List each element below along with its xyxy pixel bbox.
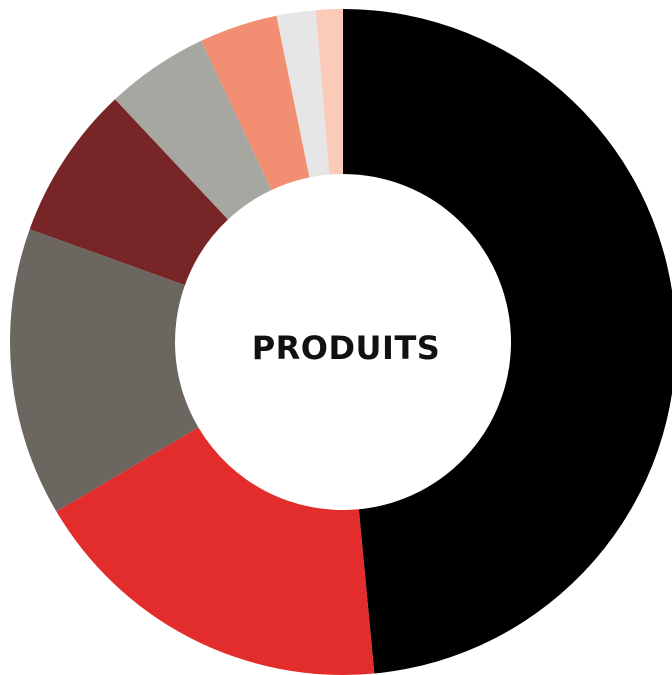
donut-slice-4 [29, 99, 228, 286]
donut-slices [9, 9, 672, 675]
donut-slice-1 [343, 9, 672, 674]
donut-slice-5 [115, 40, 272, 220]
donut-slice-6 [201, 15, 310, 190]
donut-slice-2 [56, 427, 375, 675]
donut-slice-8 [315, 9, 343, 175]
donut-center-label: PRODUITS [252, 329, 441, 367]
donut-slice-3 [9, 229, 199, 512]
donut-slice-7 [276, 10, 330, 178]
